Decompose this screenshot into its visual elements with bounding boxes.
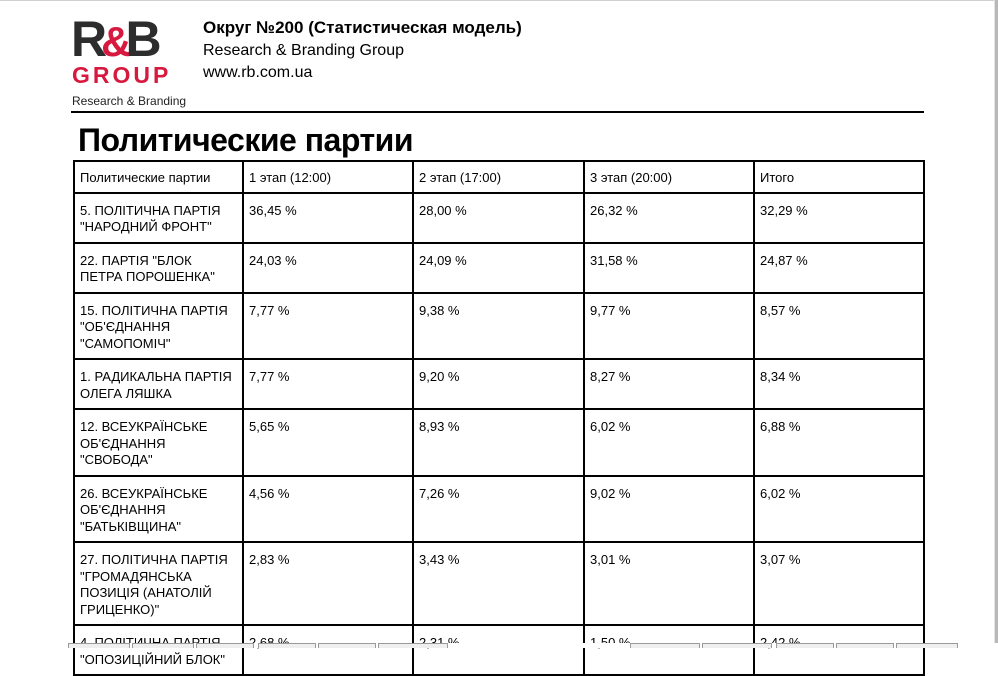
total-value: 6,02 % (753, 474, 925, 543)
logo-group-word: GROUP (72, 62, 172, 88)
sheet-tab[interactable] (702, 643, 772, 648)
party-name: 4. ПОЛІТИЧНА ПАРТІЯ "ОПОЗИЦІЙНИЙ БЛОК" (73, 624, 244, 676)
party-name: 22. ПАРТІЯ "БЛОК ПЕТРА ПОРОШЕНКА" (73, 241, 244, 294)
table-row: 12. ВСЕУКРАЇНСЬКЕ ОБ'ЄДНАННЯ "СВОБОДА" 5… (73, 408, 925, 477)
stage-2-value: 28,00 % (412, 191, 585, 244)
sheet-tab[interactable] (776, 643, 834, 648)
rb-group-logo: R&B GROUP (71, 14, 193, 110)
table-row: 1. РАДИКАЛЬНА ПАРТІЯ ОЛЕГА ЛЯШКА 7,77 % … (73, 358, 925, 410)
total-value: 8,34 % (753, 358, 925, 410)
total-value: 2,42 % (753, 624, 925, 676)
column-header-stage-3: 3 этап (20:00) (583, 160, 755, 194)
stage-2-value: 9,20 % (412, 358, 585, 410)
section-title: Политические партии (78, 122, 413, 158)
stage-2-value: 9,38 % (412, 291, 585, 360)
sheet-tab[interactable] (836, 643, 894, 648)
report-title: Округ №200 (Статистическая модель) (203, 18, 522, 37)
sheet-tab[interactable] (896, 643, 958, 648)
column-header-stage-2: 2 этап (17:00) (412, 160, 585, 194)
stage-3-value: 26,32 % (583, 191, 755, 244)
total-value: 24,87 % (753, 241, 925, 294)
stage-1-value: 36,45 % (242, 191, 414, 244)
total-value: 3,07 % (753, 541, 925, 626)
party-name: 5. ПОЛІТИЧНА ПАРТІЯ "НАРОДНИЙ ФРОНТ" (73, 191, 244, 244)
table-header-row: Политические партии 1 этап (12:00) 2 эта… (73, 160, 925, 194)
sheet-tab[interactable] (68, 643, 130, 648)
total-value: 32,29 % (753, 191, 925, 244)
header-divider (71, 111, 924, 113)
bottom-tab-strip (0, 643, 998, 648)
stage-1-value: 5,65 % (242, 408, 414, 477)
sheet-tab[interactable] (132, 643, 194, 648)
stage-3-value: 9,02 % (583, 474, 755, 543)
stage-3-value: 9,77 % (583, 291, 755, 360)
stage-1-value: 2,68 % (242, 624, 414, 676)
organization-name: Research & Branding Group (203, 42, 404, 59)
stage-1-value: 2,83 % (242, 541, 414, 626)
table-row: 4. ПОЛІТИЧНА ПАРТІЯ "ОПОЗИЦІЙНИЙ БЛОК" 2… (73, 624, 925, 676)
column-header-party: Политические партии (73, 160, 244, 194)
party-name: 12. ВСЕУКРАЇНСЬКЕ ОБ'ЄДНАННЯ "СВОБОДА" (73, 408, 244, 477)
table-row: 5. ПОЛІТИЧНА ПАРТІЯ "НАРОДНИЙ ФРОНТ" 36,… (73, 191, 925, 244)
total-value: 6,88 % (753, 408, 925, 477)
stage-2-value: 7,26 % (412, 474, 585, 543)
party-name: 1. РАДИКАЛЬНА ПАРТІЯ ОЛЕГА ЛЯШКА (73, 358, 244, 410)
page-right-edge (995, 0, 998, 648)
table-row: 15. ПОЛІТИЧНА ПАРТІЯ "ОБ'ЄДНАННЯ "САМОПО… (73, 291, 925, 360)
table-row: 27. ПОЛІТИЧНА ПАРТІЯ "ГРОМАДЯНСЬКА ПОЗИЦ… (73, 541, 925, 626)
stage-1-value: 4,56 % (242, 474, 414, 543)
logo-tagline: Research & Branding (72, 94, 187, 108)
column-header-total: Итого (753, 160, 925, 194)
stage-1-value: 7,77 % (242, 291, 414, 360)
logo-rb-letters: R&B (71, 11, 162, 67)
stage-2-value: 2,31 % (412, 624, 585, 676)
sheet-tab[interactable] (258, 643, 316, 648)
organization-url[interactable]: www.rb.com.ua (203, 64, 313, 81)
party-name: 15. ПОЛІТИЧНА ПАРТІЯ "ОБ'ЄДНАННЯ "САМОПО… (73, 291, 244, 360)
stage-1-value: 24,03 % (242, 241, 414, 294)
stage-1-value: 7,77 % (242, 358, 414, 410)
page-shadow (994, 0, 995, 648)
sheet-tab[interactable] (196, 643, 254, 648)
party-name: 27. ПОЛІТИЧНА ПАРТІЯ "ГРОМАДЯНСЬКА ПОЗИЦ… (73, 541, 244, 626)
sheet-tab[interactable] (378, 643, 448, 648)
stage-3-value: 8,27 % (583, 358, 755, 410)
results-table: Политические партии 1 этап (12:00) 2 эта… (73, 160, 925, 676)
stage-2-value: 24,09 % (412, 241, 585, 294)
table-row: 26. ВСЕУКРАЇНСЬКЕ ОБ'ЄДНАННЯ "БАТЬКІВЩИН… (73, 474, 925, 543)
column-header-stage-1: 1 этап (12:00) (242, 160, 414, 194)
stage-3-value: 1,50 % (583, 624, 755, 676)
total-value: 8,57 % (753, 291, 925, 360)
stage-3-value: 3,01 % (583, 541, 755, 626)
stage-2-value: 8,93 % (412, 408, 585, 477)
stage-2-value: 3,43 % (412, 541, 585, 626)
party-name: 26. ВСЕУКРАЇНСЬКЕ ОБ'ЄДНАННЯ "БАТЬКІВЩИН… (73, 474, 244, 543)
table-row: 22. ПАРТІЯ "БЛОК ПЕТРА ПОРОШЕНКА" 24,03 … (73, 241, 925, 294)
stage-3-value: 31,58 % (583, 241, 755, 294)
sheet-tab[interactable] (630, 643, 700, 648)
sheet-tab[interactable] (318, 643, 376, 648)
page-top-edge (0, 0, 998, 1)
stage-3-value: 6,02 % (583, 408, 755, 477)
